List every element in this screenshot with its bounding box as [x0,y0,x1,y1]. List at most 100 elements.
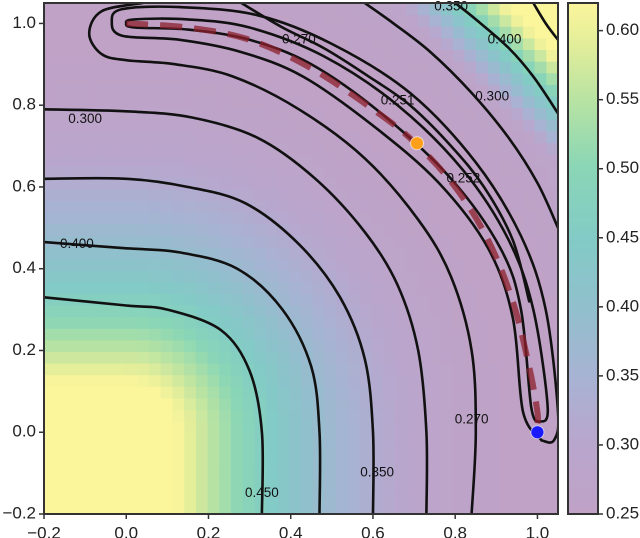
heatmap-cell [242,188,255,201]
heatmap-cell [289,502,302,514]
heatmap-cell [160,119,174,132]
heatmap-cell [441,119,454,132]
heatmap-cell [114,270,127,283]
heatmap-cell [172,386,185,399]
heatmap-cell [55,409,68,422]
heatmap-cell [452,49,466,62]
heatmap-cell [230,490,244,503]
heatmap-cell [289,455,302,469]
heatmap-cell [67,455,80,469]
heatmap-cell [55,467,68,480]
heatmap-cell [394,455,407,469]
heatmap-cell [242,432,255,445]
heatmap-cell [417,212,431,225]
heatmap-cell [382,339,396,352]
heatmap-cell [90,258,103,271]
heatmap-cell [406,409,419,422]
heatmap-cell [289,374,302,387]
heatmap-cell [90,72,103,85]
contour-label: 0.350 [360,465,394,480]
heatmap-cell [406,49,419,62]
heatmap-cell [359,305,372,318]
heatmap-cell [312,119,325,132]
heatmap-cell [336,235,349,248]
heatmap-cell [336,258,349,271]
heatmap-cell [371,14,384,27]
heatmap-cell [371,374,384,387]
heatmap-cell [336,316,349,329]
heatmap-cell [499,188,512,201]
heatmap-cell [79,72,92,85]
heatmap-cell [429,37,442,50]
heatmap-cell [511,467,524,480]
heatmap-cell [394,490,407,503]
heatmap-cell [79,130,92,143]
heatmap-cell [312,154,325,167]
heatmap-cell [312,3,325,16]
heatmap-cell [546,130,558,143]
heatmap-cell [336,223,349,236]
heatmap-cell [254,444,267,457]
heatmap-cell [417,177,431,190]
heatmap-cell [195,351,209,364]
heatmap-cell [289,421,302,434]
heatmap-cell [195,84,209,97]
heatmap-cell [534,258,547,271]
heatmap-cell [79,351,92,364]
heatmap-cell [90,432,103,445]
heatmap-cell [90,374,103,387]
heatmap-cell [534,26,547,39]
heatmap-cell [172,212,185,225]
contour-label: 0.450 [245,485,279,500]
heatmap-cell [172,455,185,469]
heatmap-cell [67,502,80,514]
heatmap-cell [160,95,174,109]
heatmap-cell [44,130,57,143]
heatmap-cell [184,455,197,469]
heatmap-cell [79,374,92,387]
heatmap-cell [125,409,139,422]
heatmap-cell [125,188,139,201]
heatmap-cell [254,455,267,469]
heatmap-cell [534,61,547,74]
heatmap-cell [546,502,558,514]
heatmap-cell [499,177,512,190]
heatmap-cell [452,339,466,352]
heatmap-cell [371,142,384,155]
heatmap-cell [347,490,360,503]
heatmap-cell [242,154,255,167]
heatmap-cell [184,165,197,178]
heatmap-cell [242,258,255,271]
heatmap-cell [184,223,197,236]
heatmap-cell [102,270,115,283]
heatmap-cell [347,351,360,364]
heatmap-cell [230,165,244,178]
heatmap-cell [125,386,139,399]
heatmap-cell [266,339,279,352]
heatmap-cell [219,61,232,74]
heatmap-cell [347,14,360,27]
heatmap-cell [90,130,103,143]
heatmap-cell [476,84,489,97]
heatmap-cell [219,107,232,120]
heatmap-cell [476,305,489,318]
heatmap-cell [546,270,558,283]
heatmap-cell [487,444,501,457]
heatmap-cell [371,328,384,341]
heatmap-cell [417,432,431,445]
heatmap-cell [230,293,244,306]
heatmap-cell [277,351,290,364]
heatmap-cell [371,223,384,236]
heatmap-cell [207,455,220,469]
heatmap-cell [90,490,103,503]
heatmap-cell [371,502,384,514]
heatmap-cell [523,61,536,74]
heatmap-cell [441,72,454,85]
heatmap-cell [67,223,80,236]
heatmap-cell [149,363,162,376]
heatmap-cell [324,200,337,213]
heatmap-cell [324,95,337,109]
heatmap-cell [125,374,139,387]
heatmap-cell [289,432,302,445]
heatmap-cell [125,61,139,74]
